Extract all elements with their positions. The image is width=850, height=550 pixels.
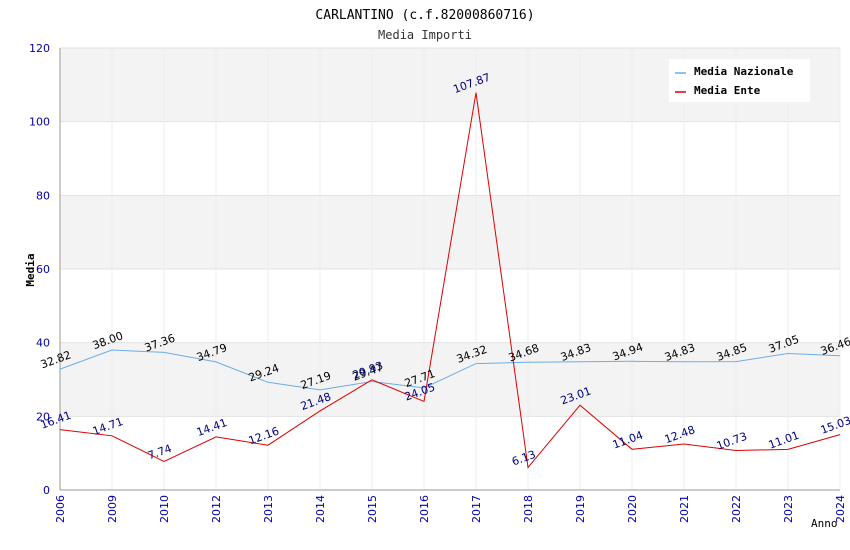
x-tick-label: 2020 — [626, 495, 639, 523]
x-tick-label: 2018 — [522, 495, 535, 523]
series-lines — [59, 92, 841, 469]
grid-band — [60, 121, 840, 196]
y-tick-label: 60 — [36, 263, 50, 276]
x-tick-label: 2014 — [314, 495, 327, 523]
grid-band — [60, 342, 840, 417]
y-tick-label: 80 — [36, 189, 50, 202]
x-tick-label: 2012 — [210, 495, 223, 523]
series-line-media-ente — [59, 92, 841, 469]
x-axis-label: Anno — [811, 517, 838, 530]
x-tick-label: 2009 — [106, 495, 119, 523]
y-tick-label: 40 — [36, 337, 50, 350]
x-tick-label: 2015 — [366, 495, 379, 523]
x-tick-label: 2017 — [470, 495, 483, 523]
x-tick-label: 2019 — [574, 495, 587, 523]
legend: Media Nazionale Media Ente — [669, 59, 810, 102]
x-tick-label: 2010 — [158, 495, 171, 523]
y-tick-labels: 0 20 40 60 80 100 120 — [29, 42, 50, 497]
legend-box — [669, 59, 810, 102]
grid-band — [60, 416, 840, 490]
chart-title: CARLANTINO (c.f.82000860716) — [315, 8, 534, 23]
y-tick-label: 120 — [29, 42, 50, 55]
x-tick-label: 2024 — [834, 495, 847, 523]
y-axis-label: Media — [24, 253, 37, 286]
legend-label-media-ente: Media Ente — [694, 84, 761, 97]
y-tick-label: 100 — [29, 116, 50, 129]
y-tick-label: 0 — [43, 484, 50, 497]
x-tick-labels: 2006 2009 2010 2012 2013 2014 2015 2016 2017 2018… — [54, 495, 847, 523]
series-line-media-nazionale — [59, 349, 841, 391]
x-tick-label: 2021 — [678, 495, 691, 523]
x-tick-label: 2013 — [262, 495, 275, 523]
x-tick-label: 2022 — [730, 495, 743, 523]
x-tick-label: 2016 — [418, 495, 431, 523]
chart-subtitle: Media Importi — [378, 28, 472, 42]
x-tick-label: 2023 — [782, 495, 795, 523]
grid-band — [60, 269, 840, 343]
x-tick-label: 2006 — [54, 495, 67, 523]
y-tick-label: 20 — [36, 410, 50, 423]
legend-label-media-nazionale: Media Nazionale — [694, 65, 794, 78]
grid-band — [60, 195, 840, 269]
gridlines — [59, 47, 841, 491]
